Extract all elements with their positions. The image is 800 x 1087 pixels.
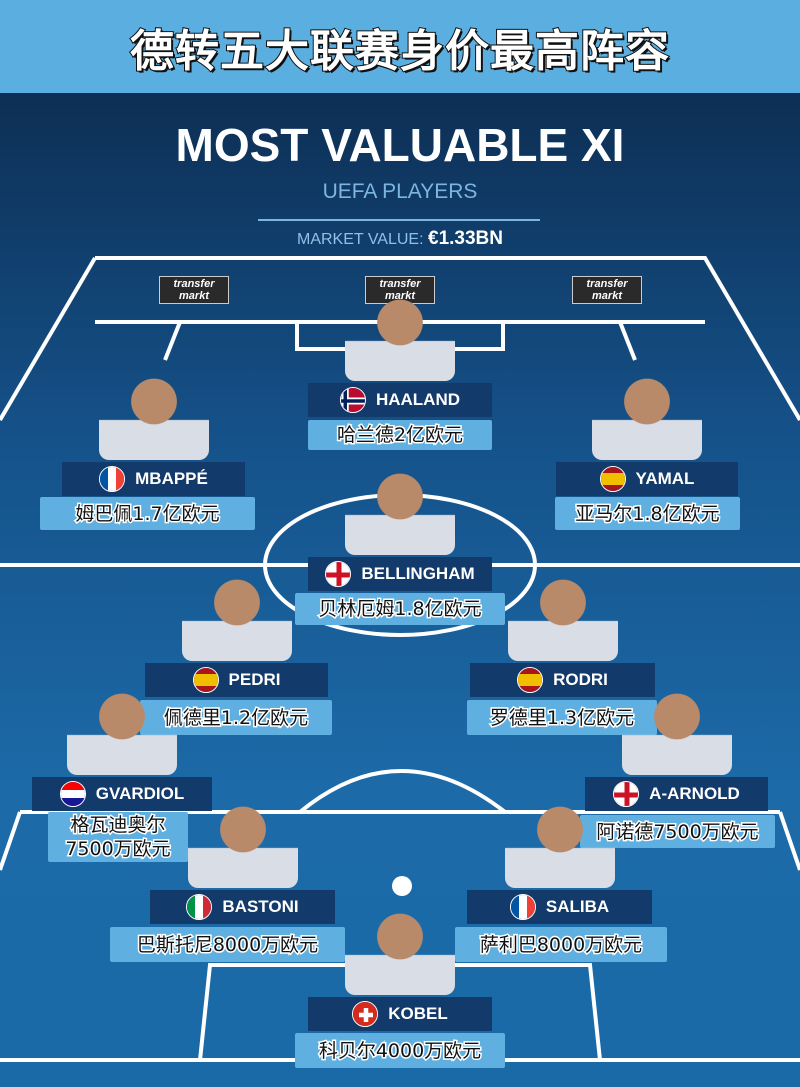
spain-flag-icon bbox=[599, 466, 626, 492]
player-name: GVARDIOL bbox=[95, 784, 185, 803]
player-value: 姆巴佩1.7亿欧元 bbox=[40, 497, 255, 530]
subtitle: UEFA PLAYERS bbox=[322, 180, 478, 203]
player-value: 巴斯托尼8000万欧元 bbox=[110, 927, 345, 962]
player-name-bar: SALIBA bbox=[467, 890, 652, 924]
banner: 德转五大联赛身价最高阵容 bbox=[0, 0, 800, 93]
spain-flag-icon bbox=[192, 667, 219, 693]
player-value: 亚马尔1.8亿欧元 bbox=[555, 497, 740, 530]
player-photo bbox=[345, 465, 455, 555]
player-name: MBAPPÉ bbox=[135, 469, 208, 488]
player-photo bbox=[98, 370, 209, 460]
player-photo bbox=[345, 905, 455, 995]
banner-title: 德转五大联赛身价最高阵容 bbox=[129, 25, 670, 78]
player-name-bar: YAMAL bbox=[556, 462, 738, 496]
player-value: 萨利巴8000万欧元 bbox=[455, 927, 667, 962]
player-name: BASTONI bbox=[222, 897, 299, 916]
player-name-bar: A-ARNOLD bbox=[585, 777, 768, 811]
italy-flag-icon bbox=[186, 894, 213, 920]
croatia-flag-icon bbox=[59, 781, 86, 807]
player-name: A-ARNOLD bbox=[649, 784, 740, 803]
player-name-bar: HAALAND bbox=[308, 383, 492, 417]
england-flag-icon bbox=[325, 561, 352, 587]
player-value: 贝林厄姆1.8亿欧元 bbox=[295, 593, 505, 625]
england-flag-icon bbox=[613, 781, 640, 807]
player-name: SALIBA bbox=[545, 897, 610, 916]
player-photo bbox=[504, 798, 615, 888]
player-value: 格瓦迪奥尔7500万欧元 bbox=[48, 812, 188, 862]
player-name-bar: BELLINGHAM bbox=[308, 557, 492, 591]
switzerland-flag-icon bbox=[352, 1001, 379, 1027]
divider bbox=[258, 219, 540, 221]
player-name-bar: PEDRI bbox=[145, 663, 328, 697]
player-name-bar: RODRI bbox=[470, 663, 655, 697]
player-name-bar: GVARDIOL bbox=[32, 777, 212, 811]
player-name-bar: BASTONI bbox=[150, 890, 335, 924]
player-value: 阿诺德7500万欧元 bbox=[580, 815, 775, 848]
transfermarkt-logo: transfer markt bbox=[159, 276, 229, 304]
transfermarkt-logo: transfer markt bbox=[572, 276, 642, 304]
market-value: MARKET VALUE: €1.33BN bbox=[296, 228, 503, 249]
player-name: PEDRI bbox=[228, 670, 281, 689]
norway-flag-icon bbox=[339, 387, 366, 413]
player-name-bar: MBAPPÉ bbox=[62, 462, 245, 496]
player-photo bbox=[181, 571, 292, 661]
page-title: MOST VALUABLE XI bbox=[175, 119, 625, 171]
player-value: 哈兰德2亿欧元 bbox=[308, 420, 492, 450]
player-name: YAMAL bbox=[635, 469, 695, 488]
france-flag-icon bbox=[99, 466, 126, 492]
player-photo bbox=[67, 685, 177, 775]
player-photo bbox=[345, 291, 455, 381]
spain-flag-icon bbox=[517, 667, 544, 693]
france-flag-icon bbox=[509, 894, 536, 920]
player-name: KOBEL bbox=[388, 1004, 448, 1023]
player-value: 科贝尔4000万欧元 bbox=[295, 1033, 505, 1068]
player-photo bbox=[621, 685, 732, 775]
player-name: RODRI bbox=[553, 670, 608, 689]
player-photo bbox=[592, 370, 702, 460]
player-name-bar: KOBEL bbox=[308, 997, 492, 1031]
player-photo bbox=[187, 798, 298, 888]
player-name: BELLINGHAM bbox=[361, 564, 475, 583]
player-name: HAALAND bbox=[375, 390, 461, 409]
player-photo bbox=[507, 571, 618, 661]
